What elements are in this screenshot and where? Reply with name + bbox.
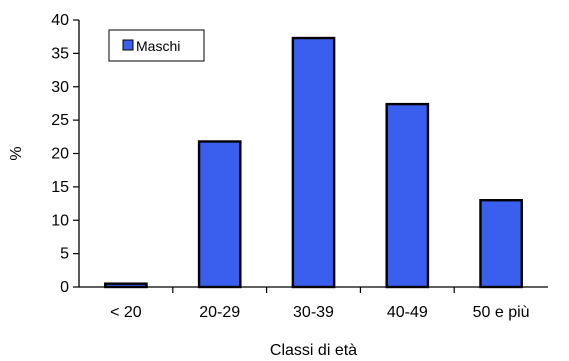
x-tick-label: < 20 — [110, 304, 142, 321]
y-tick-label: 25 — [51, 112, 69, 129]
bar — [197, 140, 242, 289]
y-tick-label: 35 — [51, 45, 69, 62]
y-tick-label: 40 — [51, 12, 69, 29]
legend-swatch — [122, 39, 134, 51]
x-tick-label: 20-29 — [199, 304, 240, 321]
y-tick-label: 30 — [51, 79, 69, 96]
y-tick-label: 10 — [51, 212, 69, 229]
legend-box — [108, 29, 205, 62]
x-axis-ticks: < 20 20-29 30-39 40-49 50 e più — [110, 287, 530, 321]
y-axis-label: % — [8, 146, 25, 160]
x-tick-label: 30-39 — [293, 304, 334, 321]
y-tick-label: 0 — [60, 279, 69, 296]
x-tick-label: 50 e più — [473, 304, 530, 321]
x-axis-label: Classi di età — [270, 342, 357, 359]
bars — [104, 36, 523, 289]
legend: Maschi — [108, 29, 205, 62]
y-tick-label: 15 — [51, 179, 69, 196]
bar — [291, 36, 336, 289]
bar — [385, 102, 430, 289]
y-tick-label: 5 — [60, 246, 69, 263]
y-tick-label: 20 — [51, 146, 69, 163]
x-tick-label: 40-49 — [387, 304, 428, 321]
bar — [479, 199, 523, 289]
legend-label: Maschi — [136, 38, 180, 54]
y-axis-ticks: 0 5 10 15 20 25 30 35 40 — [51, 12, 79, 296]
